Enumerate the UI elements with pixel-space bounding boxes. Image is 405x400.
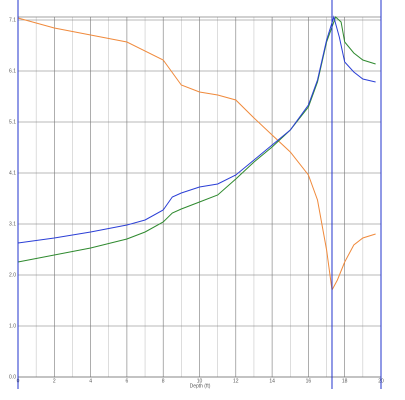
y-tick-label: 5.1 (9, 119, 16, 125)
x-tick-label: 16 (306, 378, 312, 384)
series-line (17, 16, 376, 263)
x-tick-label: 6 (126, 378, 129, 384)
series-line (17, 17, 376, 292)
x-tick-label: 14 (269, 378, 275, 384)
x-tick-label: 2 (53, 378, 56, 384)
y-tick-label: 0.0 (9, 374, 16, 380)
x-tick-label: 4 (89, 378, 92, 384)
y-tick-label: 6.1 (9, 68, 16, 74)
y-tick-label: 4.1 (9, 170, 16, 176)
y-tick-label: 7.1 (9, 17, 16, 23)
x-tick-label: 12 (233, 378, 239, 384)
x-tick-label: 10 (197, 378, 203, 384)
x-tick-label: 8 (162, 378, 165, 384)
series-line (17, 15, 376, 244)
y-tick-label: 3.1 (9, 221, 16, 227)
x-tick-label: 18 (342, 378, 348, 384)
y-tick-label: 2.0 (9, 272, 16, 278)
y-tick-label: 1.0 (9, 323, 16, 329)
x-axis-label: Depth (ft) (190, 383, 211, 389)
